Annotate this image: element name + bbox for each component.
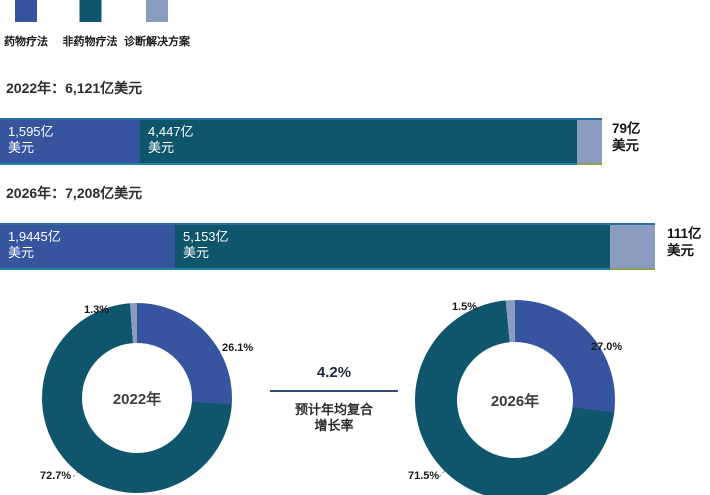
bar-title-2022: 2022年：6,121亿美元 [6, 80, 143, 96]
segment-unit: 美元 [8, 140, 35, 155]
bar-2022-segment-diagnostic [577, 120, 602, 165]
donut-2022-center-label: 2022年 [112, 390, 162, 408]
donut-2026-hole: 2026年 [457, 342, 573, 458]
stacked-bar-2022: 1,595亿 美元 4,447亿 美元 [0, 118, 602, 165]
bar-2022-segment-nondrug: 4,447亿 美元 [140, 120, 577, 165]
donut-2026-center-label: 2026年 [490, 392, 540, 410]
outside-value: 79亿 [612, 121, 641, 136]
bar-2026-segment-nondrug: 5,153亿 美元 [175, 225, 610, 270]
outside-unit: 美元 [667, 243, 694, 258]
segment-unit: 美元 [148, 140, 175, 155]
cagr-caption-line2: 增长率 [314, 418, 354, 433]
legend-item-nondrug: 非药物疗法 [63, 0, 118, 49]
outside-unit: 美元 [612, 138, 639, 153]
bar-2026-segment-drug: 1,9445亿 美元 [0, 225, 175, 270]
segment-value: 5,153亿 [183, 229, 229, 244]
legend-label-nondrug: 非药物疗法 [62, 36, 118, 48]
bar-2022-segment-drug: 1,595亿 美元 [0, 120, 140, 165]
donut-2026-pct-nondrug: 71.5% [408, 470, 440, 482]
legend-item-diagnostic: 诊断解决方案 [124, 0, 190, 49]
bar-2026-diagnostic-label: 111亿 美元 [667, 225, 702, 259]
cagr-block: 4.2% 预计年均复合 增长率 [270, 364, 398, 434]
cagr-value: 4.2% [316, 364, 352, 381]
donut-2026-pct-drug: 27.0% [591, 341, 623, 353]
legend-label-diagnostic: 诊断解决方案 [124, 36, 190, 48]
legend-label-drug: 药物疗法 [4, 36, 48, 48]
donut-2022-pct-nondrug: 72.7% [40, 470, 72, 482]
segment-unit: 美元 [183, 245, 210, 260]
donut-2026-pct-diagnostic: 1.5% [452, 301, 478, 313]
segment-value: 1,595亿 [8, 124, 54, 139]
donut-2022-hole: 2022年 [81, 342, 193, 454]
legend-swatch-nondrug [79, 0, 101, 22]
bar-2022-diagnostic-label: 79亿 美元 [612, 120, 641, 154]
legend-swatch-diagnostic [146, 0, 168, 22]
cagr-caption-line1: 预计年均复合 [294, 402, 373, 417]
bar-2026-segment-diagnostic [610, 225, 655, 270]
legend-swatch-drug [15, 0, 37, 22]
stacked-bar-2026: 1,9445亿 美元 5,153亿 美元 [0, 223, 655, 270]
donut-2022-pct-drug: 26.1% [222, 342, 254, 354]
cagr-divider [270, 390, 398, 392]
donut-2022: 2022年 [42, 303, 232, 493]
bar-title-2026: 2026年：7,208亿美元 [6, 185, 143, 201]
outside-value: 111亿 [667, 226, 702, 241]
segment-unit: 美元 [8, 245, 35, 260]
donut-2022-pct-diagnostic: 1.3% [84, 304, 110, 316]
segment-value: 4,447亿 [148, 124, 194, 139]
donut-2026: 2026年 [415, 300, 615, 495]
legend-item-drug: 药物疗法 [4, 0, 48, 49]
cagr-caption: 预计年均复合 增长率 [270, 402, 398, 434]
segment-value: 1,9445亿 [8, 229, 61, 244]
